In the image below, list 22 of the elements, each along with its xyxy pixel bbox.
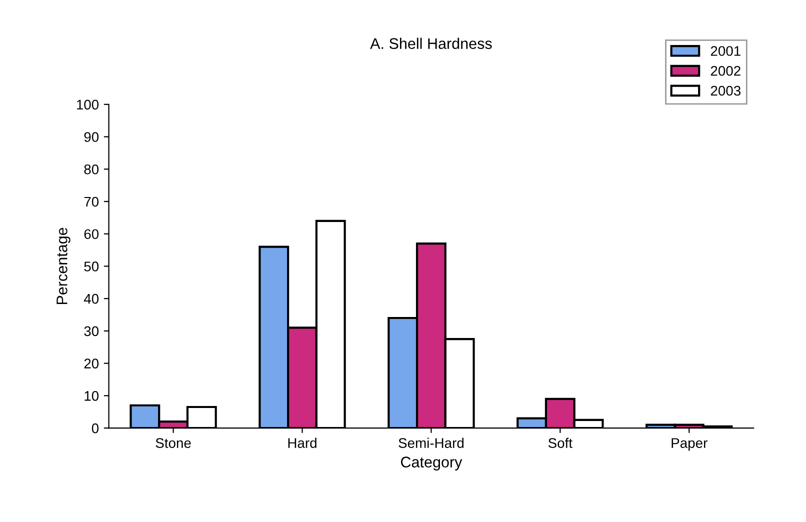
y-tick-label: 40: [84, 294, 99, 304]
x-axis-title: Category: [400, 456, 462, 471]
y-tick-label: 30: [84, 326, 99, 336]
legend-label: 2003: [710, 86, 741, 96]
x-tick-label: Hard: [288, 438, 316, 448]
y-tick-label: 60: [84, 229, 99, 240]
x-tick-label: Stone: [156, 438, 191, 448]
y-tick-label: 10: [84, 391, 99, 401]
legend-label: 2001: [710, 46, 740, 56]
y-tick-label: 20: [84, 358, 99, 368]
y-tick-label: 90: [84, 132, 99, 142]
y-tick-label: 0: [92, 423, 99, 434]
y-tick-label: 50: [84, 262, 99, 272]
chart-title: A. Shell Hardness: [370, 38, 492, 49]
x-tick-label: Soft: [548, 438, 572, 448]
x-tick-label: Semi-Hard: [398, 438, 464, 448]
x-tick-label: Paper: [672, 438, 708, 451]
legend-label: 2002: [710, 66, 740, 76]
y-tick-label: 100: [76, 100, 99, 110]
y-tick-label: 70: [84, 196, 99, 207]
y-axis-title: Percentage: [56, 228, 70, 304]
y-tick-label: 80: [84, 164, 99, 174]
